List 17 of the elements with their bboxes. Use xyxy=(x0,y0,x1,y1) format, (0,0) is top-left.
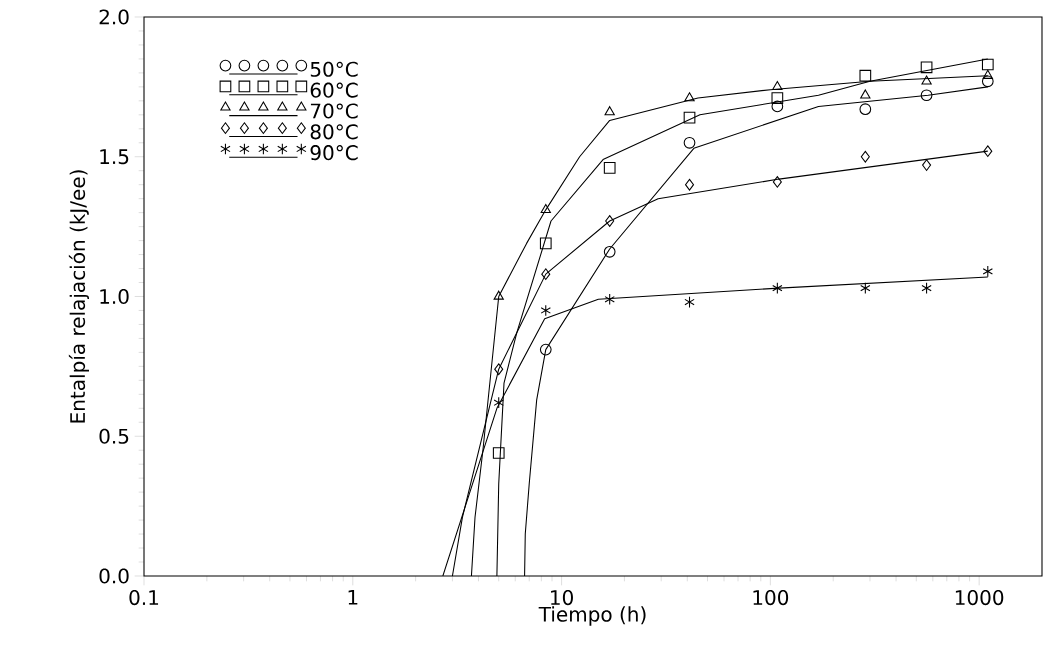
x-tick-label: 100 xyxy=(753,590,789,606)
y-tick-label: 1.0 xyxy=(100,288,129,305)
legend-label: 50°C xyxy=(310,61,358,77)
x-tick-label: 0.1 xyxy=(129,590,159,606)
y-tick-label: 2.0 xyxy=(99,9,129,25)
x-tick-label: 1000 xyxy=(955,590,1004,606)
legend-label: 80°C xyxy=(310,124,358,140)
y-tick-label: 1.5 xyxy=(100,149,129,165)
x-tick-label: 10 xyxy=(551,590,573,606)
y-tick-label: 0.5 xyxy=(99,428,129,444)
x-tick-label: 1 xyxy=(348,590,358,605)
legend-label: 60°C xyxy=(310,82,358,98)
legend-label: 90°C xyxy=(310,145,358,161)
y-axis-title: Entalpía relajación (kJ/ee) xyxy=(68,170,89,423)
y-tick-label: 0.0 xyxy=(99,568,129,584)
legend-label: 70°C xyxy=(310,103,358,119)
x-axis-title: Tiempo (h) xyxy=(538,606,646,626)
